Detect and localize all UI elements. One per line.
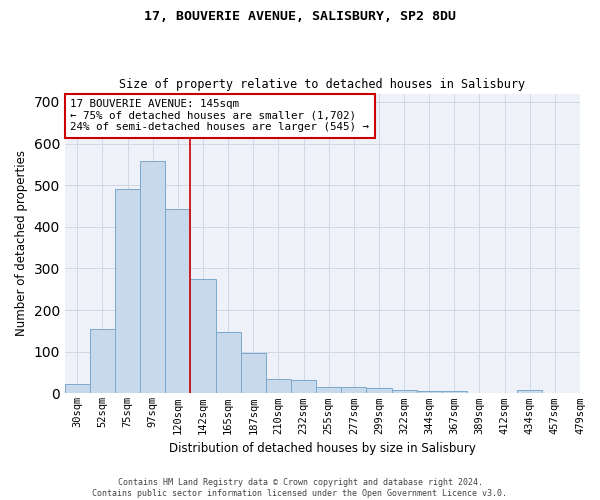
Bar <box>115 190 140 394</box>
Bar <box>241 352 266 394</box>
Bar <box>416 392 442 394</box>
Text: Contains HM Land Registry data © Crown copyright and database right 2024.
Contai: Contains HM Land Registry data © Crown c… <box>92 478 508 498</box>
Bar <box>140 162 166 394</box>
Bar <box>90 329 115 394</box>
Y-axis label: Number of detached properties: Number of detached properties <box>15 150 28 336</box>
Bar <box>341 387 367 394</box>
Bar <box>166 209 190 394</box>
Bar <box>65 384 90 394</box>
Bar <box>215 332 241 394</box>
Bar <box>367 388 392 394</box>
Text: 17, BOUVERIE AVENUE, SALISBURY, SP2 8DU: 17, BOUVERIE AVENUE, SALISBURY, SP2 8DU <box>144 10 456 23</box>
Bar <box>392 390 416 394</box>
Bar <box>517 390 542 394</box>
Text: 17 BOUVERIE AVENUE: 145sqm
← 75% of detached houses are smaller (1,702)
24% of s: 17 BOUVERIE AVENUE: 145sqm ← 75% of deta… <box>70 99 370 132</box>
Bar <box>190 279 215 394</box>
Bar <box>291 380 316 394</box>
Bar <box>442 392 467 394</box>
Title: Size of property relative to detached houses in Salisbury: Size of property relative to detached ho… <box>119 78 526 91</box>
Bar <box>266 379 291 394</box>
Bar <box>316 387 341 394</box>
X-axis label: Distribution of detached houses by size in Salisbury: Distribution of detached houses by size … <box>169 442 476 455</box>
